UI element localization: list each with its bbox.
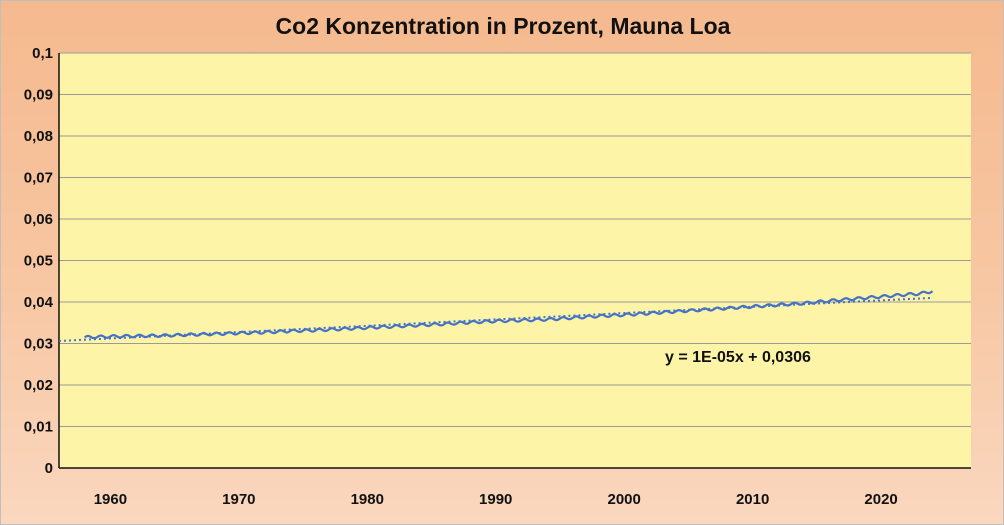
- x-tick-label: 2020: [864, 491, 897, 508]
- data-point: [675, 311, 677, 313]
- trendline-equation: y = 1E-05x + 0,0306: [665, 349, 811, 366]
- data-point: [341, 328, 343, 330]
- x-tick-label: 2010: [736, 491, 769, 508]
- data-point: [418, 324, 420, 326]
- y-tick-label: 0,1: [32, 45, 53, 62]
- data-point: [212, 333, 214, 335]
- data-point: [135, 335, 137, 337]
- data-point: [546, 319, 548, 321]
- x-tick-label: 1980: [351, 491, 384, 508]
- data-point: [187, 334, 189, 336]
- y-tick-label: 0,03: [24, 336, 53, 353]
- data-point: [803, 302, 805, 304]
- data-point: [778, 304, 780, 306]
- data-point: [521, 319, 523, 321]
- y-tick-label: 0,01: [24, 419, 53, 436]
- data-point: [110, 336, 112, 338]
- data-point: [649, 312, 651, 314]
- y-tick-label: 0,06: [24, 211, 53, 228]
- data-point: [932, 290, 934, 292]
- x-tick-label: 1990: [479, 491, 512, 508]
- co2-series-line: [84, 290, 934, 340]
- data-point: [469, 322, 471, 324]
- data-point: [919, 293, 921, 295]
- data-point: [161, 335, 163, 337]
- data-point: [495, 320, 497, 322]
- y-tick-label: 0,09: [24, 87, 53, 104]
- x-tick-label: 1970: [222, 491, 255, 508]
- y-tick-label: 0,02: [24, 377, 53, 394]
- y-tick-label: 0,05: [24, 253, 53, 270]
- data-point: [700, 309, 702, 311]
- data-point: [752, 306, 754, 308]
- chart-title: Co2 Konzentration in Prozent, Mauna Loa: [275, 13, 731, 39]
- data-point: [906, 294, 908, 296]
- data-point: [572, 317, 574, 319]
- y-tick-label: 0,08: [24, 128, 53, 145]
- data-point: [829, 300, 831, 302]
- y-tick-label: 0: [45, 460, 53, 477]
- data-point: [264, 331, 266, 333]
- data-point: [444, 323, 446, 325]
- y-tick-label: 0,04: [24, 294, 54, 311]
- data-point: [880, 296, 882, 298]
- data-point: [315, 329, 317, 331]
- y-tick-label: 0,07: [24, 170, 53, 187]
- data-point: [366, 327, 368, 329]
- data-point: [598, 315, 600, 317]
- x-tick-label: 2000: [607, 491, 640, 508]
- data-point: [238, 332, 240, 334]
- data-point: [289, 330, 291, 332]
- x-tick-label: 1960: [94, 491, 127, 508]
- data-point: [726, 307, 728, 309]
- data-point: [623, 314, 625, 316]
- data-point: [855, 298, 857, 300]
- data-point: [392, 326, 394, 328]
- data-point: [84, 336, 86, 338]
